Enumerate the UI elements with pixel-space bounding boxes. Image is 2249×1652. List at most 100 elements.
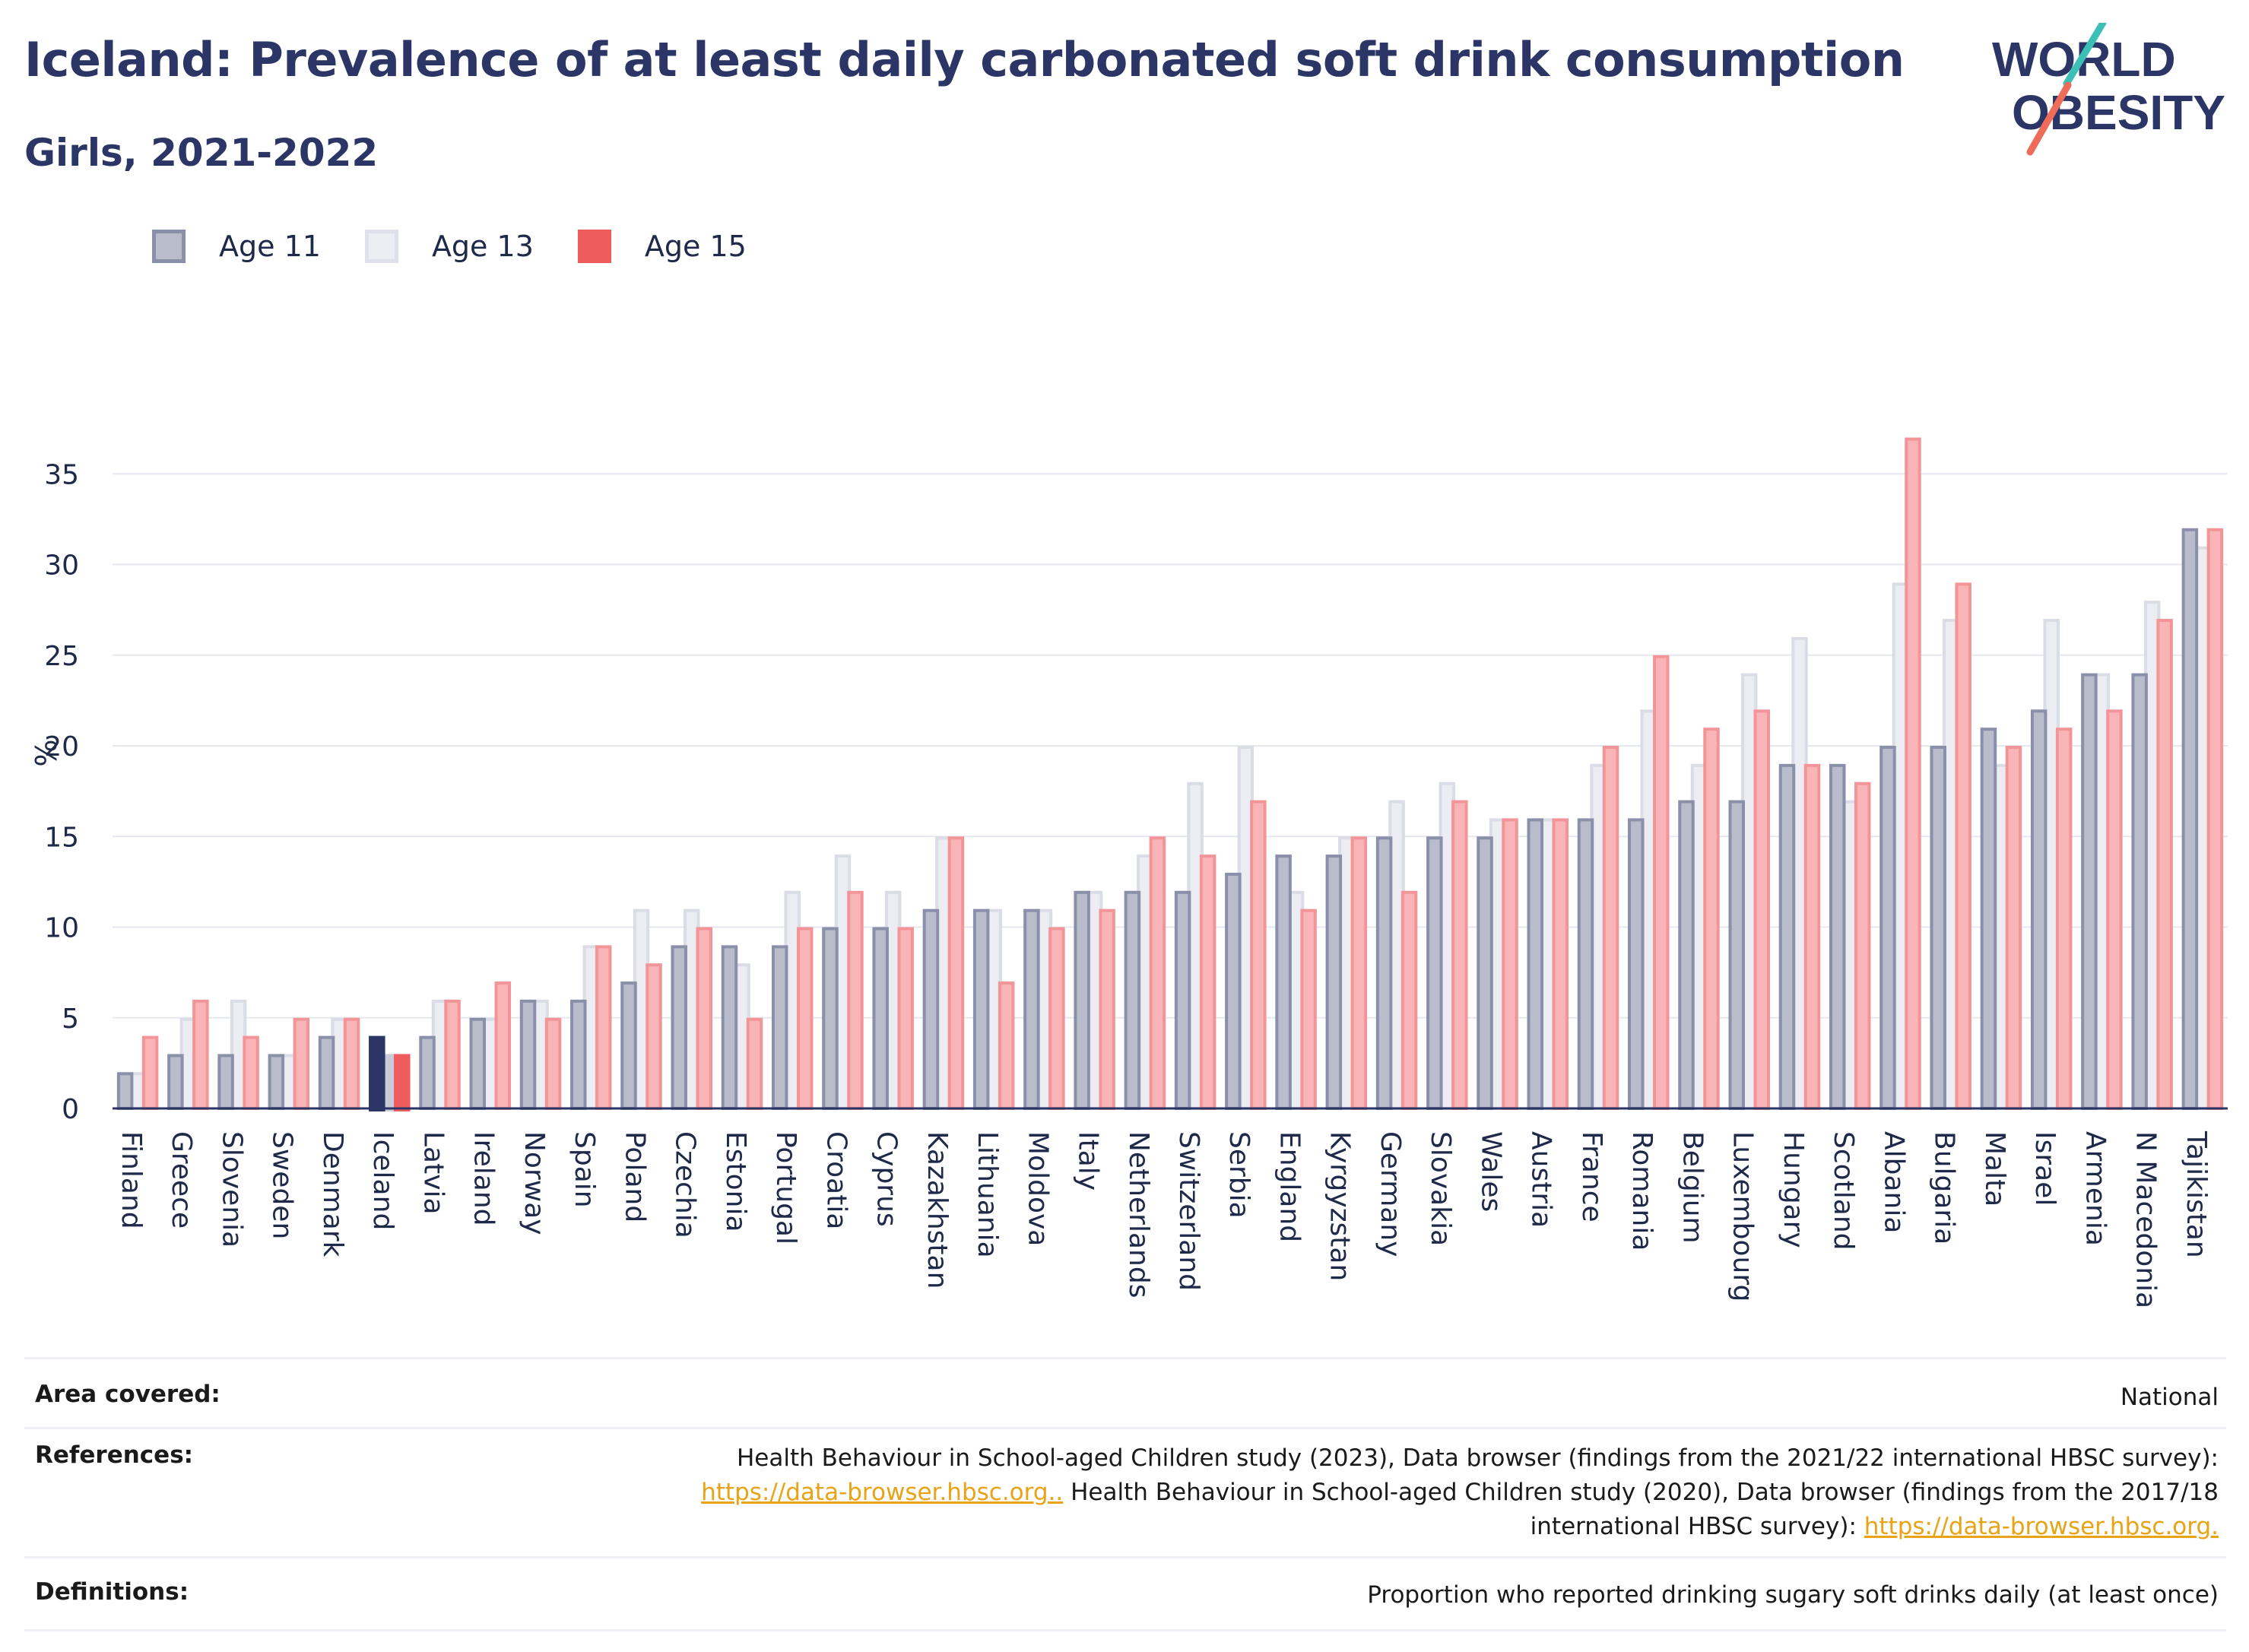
- references-label: References:: [35, 1441, 194, 1469]
- x-tick-label: Slovenia: [216, 1131, 247, 1248]
- x-tick-label: Wales: [1475, 1131, 1506, 1212]
- bar-age-11: [1426, 836, 1443, 1110]
- bar-age-15: [293, 1017, 310, 1110]
- x-tick-label: Albania: [1878, 1131, 1909, 1233]
- legend-item-age-15[interactable]: Age 15: [577, 230, 747, 263]
- x-tick-label: Austria: [1526, 1131, 1557, 1228]
- y-tick-label: 15: [44, 822, 79, 853]
- bar-age-11: [1527, 818, 1544, 1111]
- reference-text-3: international HBSC survey):: [1530, 1513, 1864, 1540]
- x-tick-label: Estonia: [720, 1131, 751, 1232]
- bar-age-15: [646, 963, 662, 1111]
- bar-age-11: [620, 981, 637, 1110]
- legend-item-age-13[interactable]: Age 13: [364, 230, 534, 263]
- y-axis-title: %: [30, 739, 63, 766]
- bar-age-11: [1174, 890, 1191, 1110]
- x-tick-label: Luxembourg: [1727, 1131, 1759, 1302]
- bar-age-15: [1602, 746, 1619, 1110]
- bar-age-11: [1023, 908, 1040, 1111]
- x-tick-label: Italy: [1073, 1131, 1104, 1191]
- x-tick-label: Belgium: [1676, 1131, 1708, 1244]
- bar-age-15: [796, 927, 814, 1110]
- bar-age-15: [1451, 800, 1468, 1110]
- logo-stroke-coral: [2026, 81, 2072, 156]
- x-tick-label: Germany: [1375, 1131, 1406, 1257]
- legend-item-age-11[interactable]: Age 11: [152, 230, 321, 263]
- bar-age-15: [947, 836, 965, 1110]
- reference-link-2[interactable]: https://data-browser.hbsc.org.: [1864, 1513, 2219, 1540]
- x-tick-label: Ireland: [468, 1131, 500, 1226]
- reference-link-1[interactable]: https://data-browser.hbsc.org..: [701, 1479, 1064, 1506]
- bar-age-15: [1350, 836, 1368, 1110]
- chart-legend: Age 11 Age 13 Age 15: [152, 227, 791, 266]
- legend-swatch-age-15: [577, 230, 611, 263]
- reference-text-2: Health Behaviour in School-aged Children…: [1063, 1479, 2219, 1506]
- x-tick-label: Kyrgyzstan: [1324, 1131, 1356, 1281]
- x-tick-label: Malta: [1979, 1131, 2010, 1206]
- bar-age-15: [1854, 782, 1871, 1110]
- info-row-area: Area covered: National: [24, 1357, 2226, 1427]
- references-value: Health Behaviour in School-aged Children…: [701, 1441, 2226, 1544]
- bar-age-15: [343, 1017, 360, 1110]
- x-tick-label: England: [1274, 1131, 1305, 1242]
- logo-text-obesity: OBESITY: [2012, 85, 2225, 140]
- x-tick-label: Czechia: [670, 1131, 701, 1238]
- bar-age-11: [1074, 890, 1090, 1110]
- bar-age-15: [444, 999, 461, 1111]
- bar-age-11: [469, 1017, 487, 1110]
- bar-age-11: [2030, 709, 2048, 1110]
- y-tick-label: 20: [44, 731, 79, 763]
- x-tick-label: Kazakhstan: [921, 1131, 953, 1289]
- bar-age-15: [1552, 818, 1569, 1111]
- bar-age-15: [1400, 890, 1418, 1110]
- bar-age-15: [1905, 437, 1921, 1111]
- bar-age-11: [419, 1035, 436, 1110]
- bar-age-11: [972, 908, 990, 1111]
- x-tick-label: Lithuania: [972, 1131, 1003, 1258]
- x-tick-label: Serbia: [1223, 1131, 1255, 1219]
- bar-age-11: [2181, 528, 2199, 1110]
- bar-age-15: [1803, 763, 1821, 1110]
- chart-subtitle: Girls, 2021-2022: [24, 131, 379, 175]
- reference-line-3: international HBSC survey): https://data…: [701, 1510, 2219, 1544]
- bar-age-11: [1375, 836, 1393, 1110]
- y-tick-label: 30: [44, 550, 79, 582]
- area-covered-value: National: [2120, 1384, 2219, 1411]
- bar-age-15: [1199, 855, 1216, 1110]
- bar-age-11: [268, 1054, 285, 1111]
- bar-age-15: [1048, 927, 1065, 1110]
- bar-age-11: [369, 1035, 385, 1111]
- bar-age-15: [2206, 528, 2224, 1110]
- bar-age-11: [872, 927, 889, 1110]
- bar-age-11: [1124, 890, 1141, 1110]
- bar-age-11: [671, 945, 687, 1110]
- bar-age-15: [1149, 836, 1166, 1110]
- chart-title: Iceland: Prevalence of at least daily ca…: [24, 32, 1905, 87]
- bar-age-11: [116, 1072, 134, 1111]
- bar-age-11: [1275, 855, 1292, 1110]
- area-covered-label: Area covered:: [35, 1381, 220, 1408]
- bar-age-15: [897, 927, 914, 1110]
- reference-line-2: https://data-browser.hbsc.org.. Health B…: [701, 1476, 2219, 1510]
- x-tick-label: N Macedonia: [2130, 1131, 2162, 1308]
- bar-age-11: [721, 945, 738, 1110]
- reference-line-1: Health Behaviour in School-aged Children…: [737, 1444, 2219, 1472]
- bar-age-11: [1577, 818, 1594, 1111]
- y-tick-label: 35: [44, 459, 79, 490]
- bar-age-15: [2156, 619, 2173, 1110]
- bar-age-15: [2106, 709, 2123, 1110]
- x-tick-label: Finland: [116, 1131, 147, 1229]
- bar-age-11: [922, 908, 940, 1111]
- definitions-value: Proportion who reported drinking sugary …: [1367, 1581, 2219, 1609]
- bar-age-15: [243, 1035, 259, 1110]
- x-tick-label: Netherlands: [1123, 1131, 1154, 1298]
- bar-age-11: [1678, 800, 1695, 1110]
- legend-label-age-15: Age 15: [644, 230, 747, 263]
- x-tick-label: Slovakia: [1425, 1131, 1456, 1246]
- bar-age-11: [1930, 746, 1946, 1110]
- info-row-definitions: Definitions: Proportion who reported dri…: [24, 1556, 2226, 1631]
- bar-age-15: [544, 1017, 562, 1110]
- bar-age-11: [1728, 800, 1745, 1110]
- info-table: Area covered: National References: Healt…: [24, 1357, 2226, 1631]
- x-tick-label: Scotland: [1828, 1131, 1859, 1251]
